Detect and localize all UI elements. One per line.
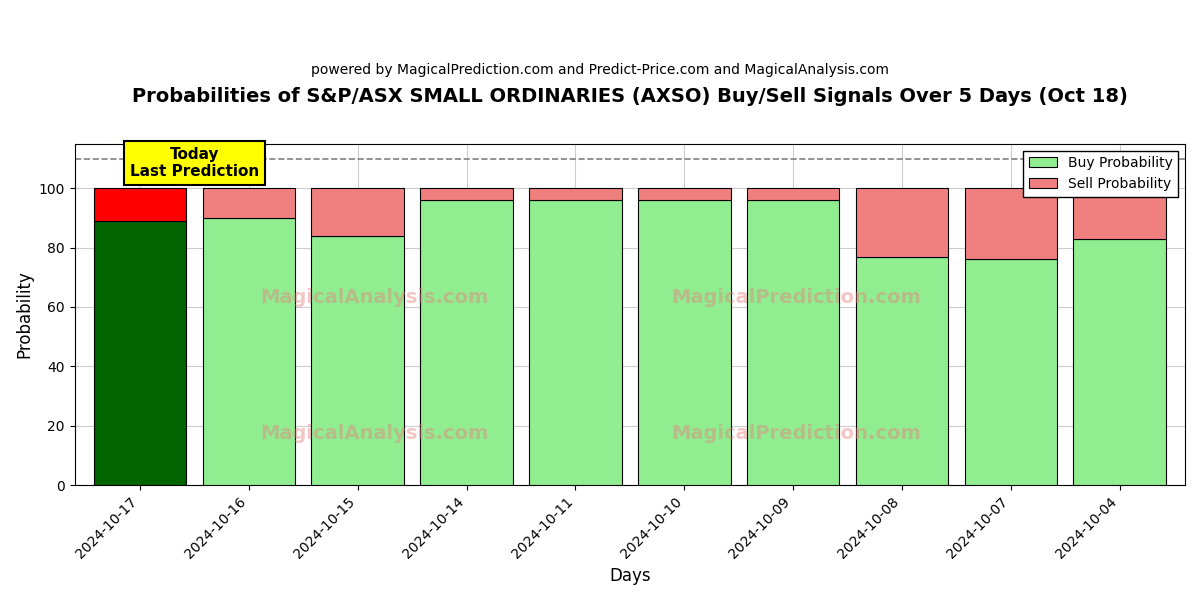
Text: Today
Last Prediction: Today Last Prediction xyxy=(130,147,259,179)
Bar xyxy=(529,200,622,485)
Text: MagicalAnalysis.com: MagicalAnalysis.com xyxy=(260,424,488,443)
Text: powered by MagicalPrediction.com and Predict-Price.com and MagicalAnalysis.com: powered by MagicalPrediction.com and Pre… xyxy=(311,63,889,77)
Bar xyxy=(1074,188,1166,239)
Bar xyxy=(1074,239,1166,485)
Bar xyxy=(203,188,295,218)
Bar xyxy=(420,188,512,200)
Bar xyxy=(746,200,839,485)
Bar xyxy=(94,188,186,221)
Text: MagicalPrediction.com: MagicalPrediction.com xyxy=(672,288,922,307)
Bar xyxy=(94,221,186,485)
Text: MagicalAnalysis.com: MagicalAnalysis.com xyxy=(260,288,488,307)
Text: MagicalPrediction.com: MagicalPrediction.com xyxy=(672,424,922,443)
X-axis label: Days: Days xyxy=(610,567,650,585)
Legend: Buy Probability, Sell Probability: Buy Probability, Sell Probability xyxy=(1024,151,1178,197)
Bar xyxy=(529,188,622,200)
Bar xyxy=(856,257,948,485)
Bar xyxy=(965,259,1057,485)
Bar xyxy=(856,188,948,257)
Bar xyxy=(203,218,295,485)
Bar xyxy=(312,188,404,236)
Bar xyxy=(965,188,1057,259)
Y-axis label: Probability: Probability xyxy=(16,271,34,358)
Bar xyxy=(420,200,512,485)
Bar xyxy=(638,200,731,485)
Bar xyxy=(746,188,839,200)
Bar xyxy=(638,188,731,200)
Title: Probabilities of S&P/ASX SMALL ORDINARIES (AXSO) Buy/Sell Signals Over 5 Days (O: Probabilities of S&P/ASX SMALL ORDINARIE… xyxy=(132,87,1128,106)
Bar xyxy=(312,236,404,485)
